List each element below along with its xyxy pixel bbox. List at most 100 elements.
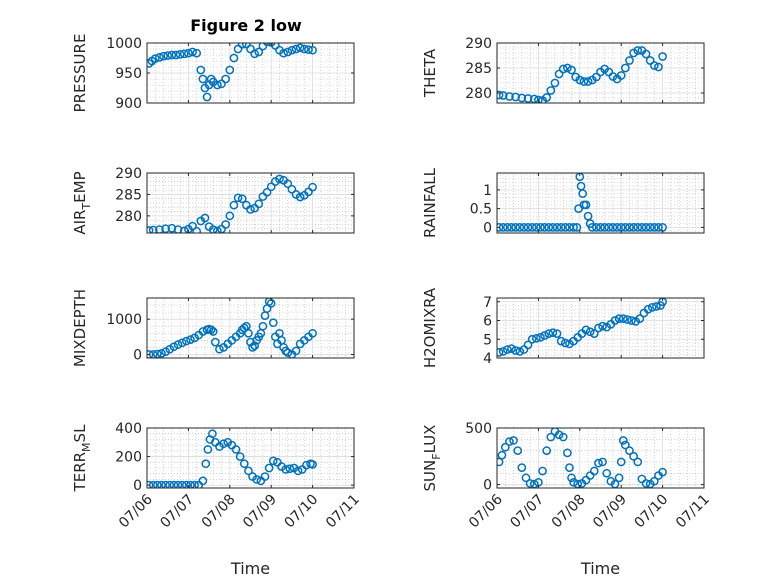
data-point <box>196 65 206 75</box>
data-point <box>550 78 560 88</box>
data-point <box>497 348 504 357</box>
data-point <box>536 333 545 342</box>
plot-area <box>147 298 354 358</box>
data-point <box>521 473 531 483</box>
data-point <box>641 223 651 232</box>
y-tick-label: 400 <box>115 421 142 437</box>
y-axis-label: TERRMSL <box>71 424 93 493</box>
data-point <box>188 47 197 57</box>
data-series <box>497 173 667 232</box>
axes-box <box>496 42 705 104</box>
data-point <box>649 476 659 486</box>
data-point <box>181 336 191 346</box>
data-point <box>565 463 574 472</box>
data-point <box>246 205 255 214</box>
data-point <box>616 71 626 80</box>
data-point <box>291 346 301 356</box>
data-point <box>629 223 638 232</box>
data-point <box>554 430 564 440</box>
subplot-rainfall: 0 0.5 1 RAINFALL <box>421 167 705 238</box>
data-point <box>229 200 239 210</box>
data-point <box>519 223 529 232</box>
data-point <box>575 75 585 85</box>
data-point <box>513 446 523 455</box>
data-point <box>262 187 272 197</box>
data-point <box>167 223 177 233</box>
y-tick-label: 500 <box>465 421 492 437</box>
data-point <box>213 226 222 233</box>
data-point <box>523 223 533 232</box>
x-tick-label: 07/08 <box>549 492 589 532</box>
data-point <box>175 50 185 59</box>
data-point <box>287 184 297 194</box>
y-tick-label: 4 <box>483 351 492 367</box>
data-point <box>581 325 591 335</box>
data-point <box>627 316 636 325</box>
data-point <box>608 223 618 232</box>
data-point <box>643 304 653 314</box>
data-point <box>225 65 235 75</box>
y-tick-label: 1 <box>483 183 492 199</box>
plot-area <box>147 428 354 488</box>
data-point <box>177 338 187 348</box>
data-point <box>527 223 537 232</box>
data-point <box>264 463 274 473</box>
data-point <box>538 466 547 476</box>
data-point <box>517 93 527 103</box>
data-point <box>235 452 245 461</box>
data-point <box>641 479 651 488</box>
data-point <box>213 80 222 90</box>
data-series <box>147 298 317 358</box>
data-point <box>177 480 187 488</box>
data-point <box>614 473 624 483</box>
data-point <box>179 226 189 233</box>
data-point <box>299 44 309 54</box>
data-point <box>536 223 545 232</box>
data-point <box>500 442 510 452</box>
data-point <box>511 223 520 232</box>
y-tick-label: 200 <box>115 450 142 466</box>
data-point <box>258 321 268 331</box>
data-point <box>569 477 578 487</box>
data-point <box>556 223 566 232</box>
data-point <box>602 468 612 478</box>
data-point <box>592 72 601 82</box>
data-point <box>203 445 213 454</box>
data-point <box>649 223 659 232</box>
data-point <box>308 45 317 55</box>
data-point <box>633 46 643 55</box>
subplot-h2omixra: 4 5 6 7 H2OMIXRA <box>421 287 705 368</box>
data-point <box>173 225 183 233</box>
data-point <box>279 48 288 58</box>
data-point <box>612 223 622 232</box>
data-point <box>201 459 211 469</box>
data-point <box>583 77 593 86</box>
data-point <box>579 77 589 86</box>
y-tick-label: 1000 <box>106 36 142 52</box>
data-point <box>614 314 624 323</box>
data-point <box>546 432 556 442</box>
plot-area <box>497 428 704 488</box>
data-point <box>503 345 512 354</box>
data-point <box>237 194 247 204</box>
data-point <box>558 432 568 442</box>
data-point <box>304 45 313 54</box>
data-point <box>647 303 657 312</box>
y-axis-label: AIRTEMP <box>71 171 93 234</box>
data-point <box>594 458 603 468</box>
data-point <box>652 302 661 311</box>
y-tick-label: 5 <box>483 332 492 348</box>
data-point <box>654 62 663 72</box>
data-point <box>268 318 278 328</box>
data-point <box>569 223 578 232</box>
data-point <box>563 448 572 458</box>
data-point <box>505 92 514 101</box>
data-point <box>503 223 512 232</box>
axes-box <box>146 427 355 489</box>
data-point <box>558 64 568 74</box>
y-axis-label: THETA <box>421 48 439 98</box>
subplot-theta: 280 285 290 THETA <box>421 36 705 104</box>
data-point <box>165 480 175 488</box>
data-point <box>155 53 164 62</box>
